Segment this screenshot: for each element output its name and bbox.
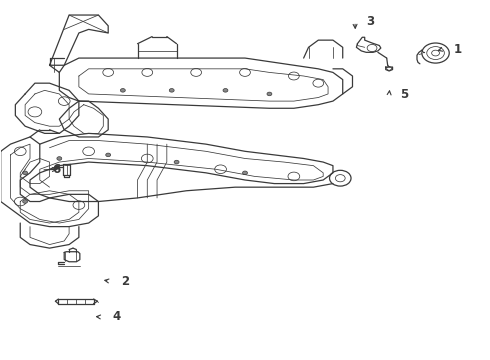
Circle shape bbox=[23, 171, 27, 175]
Text: 5: 5 bbox=[400, 88, 409, 101]
Circle shape bbox=[57, 157, 62, 160]
Text: 6: 6 bbox=[52, 163, 61, 176]
Circle shape bbox=[106, 153, 111, 157]
Circle shape bbox=[55, 166, 60, 169]
Circle shape bbox=[223, 89, 228, 92]
Circle shape bbox=[169, 89, 174, 92]
Text: 2: 2 bbox=[121, 275, 129, 288]
Circle shape bbox=[121, 89, 125, 92]
Text: 1: 1 bbox=[454, 42, 462, 55]
Text: 3: 3 bbox=[366, 15, 374, 28]
Circle shape bbox=[267, 92, 272, 96]
Circle shape bbox=[174, 160, 179, 164]
Circle shape bbox=[243, 171, 247, 175]
Circle shape bbox=[23, 200, 27, 203]
Text: 4: 4 bbox=[112, 310, 121, 324]
